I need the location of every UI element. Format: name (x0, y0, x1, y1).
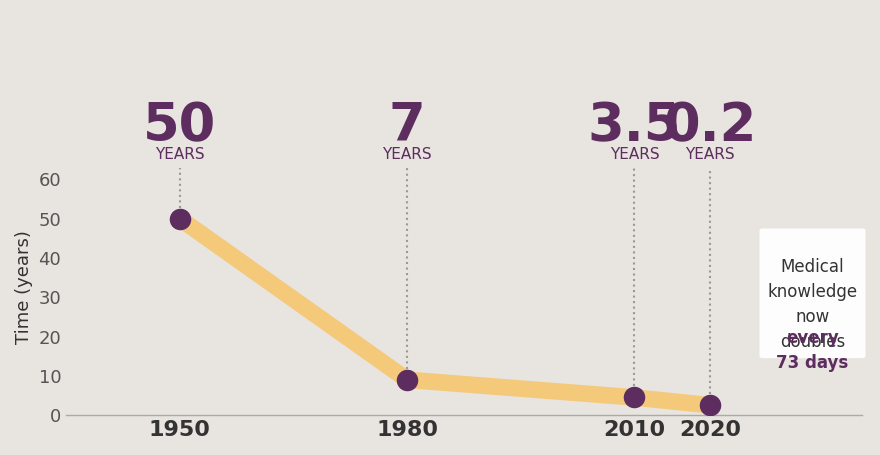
Text: Medical
knowledge
now
doubles: Medical knowledge now doubles (767, 258, 858, 351)
Point (703, 402, 717, 409)
Text: YEARS: YEARS (686, 147, 735, 162)
Text: 7: 7 (389, 100, 426, 152)
FancyBboxPatch shape (759, 228, 866, 358)
Y-axis label: Time (years): Time (years) (15, 231, 33, 344)
Text: 50: 50 (143, 100, 216, 152)
Point (627, 394, 642, 401)
Text: YEARS: YEARS (155, 147, 205, 162)
Point (400, 376, 414, 384)
Text: every
73 days: every 73 days (776, 329, 848, 372)
Text: 0.2: 0.2 (664, 100, 757, 152)
Text: 3.5: 3.5 (588, 100, 681, 152)
Text: YEARS: YEARS (610, 147, 659, 162)
Text: YEARS: YEARS (382, 147, 432, 162)
Point (172, 215, 187, 222)
